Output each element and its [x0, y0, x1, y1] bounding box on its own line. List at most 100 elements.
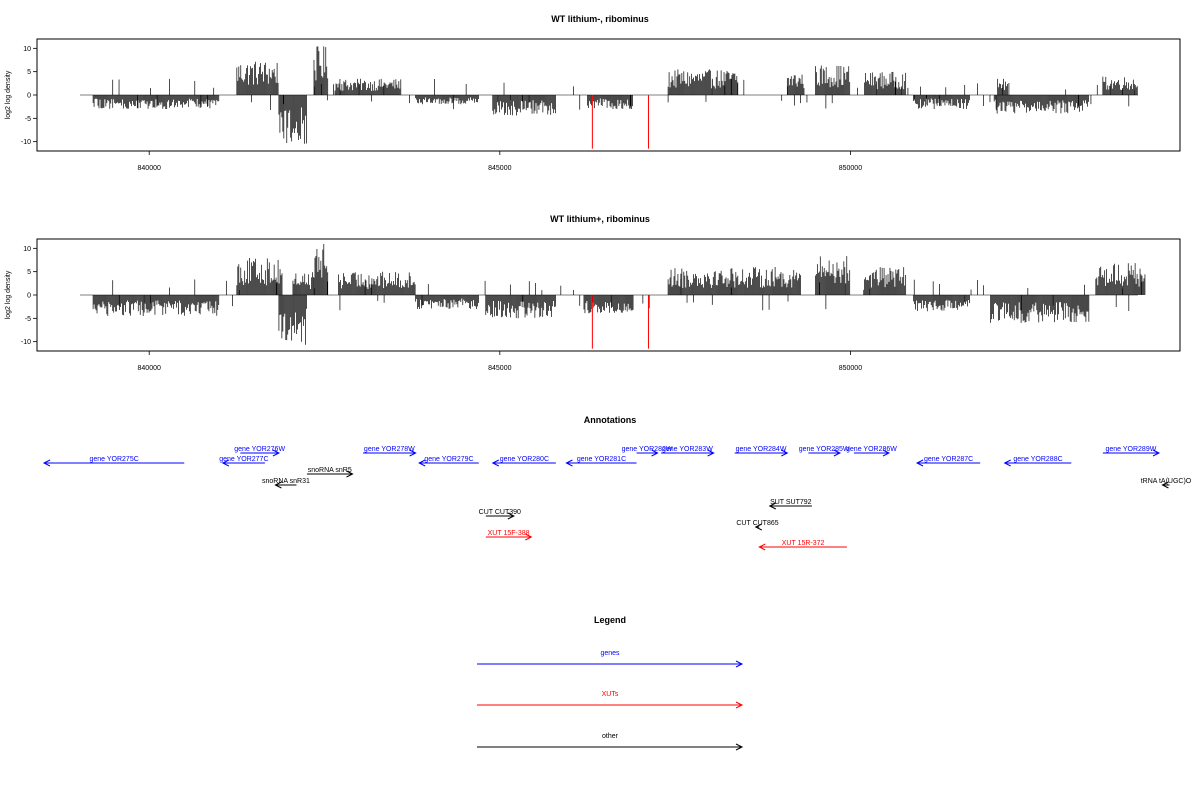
annotation-feature: gene YOR283W — [661, 446, 715, 457]
annotations-title: Annotations — [584, 415, 637, 425]
annotation-feature: gene YOR278W — [363, 446, 417, 457]
feature-arrow-arrowhead — [1152, 449, 1161, 457]
feature-arrow-arrowhead — [274, 481, 282, 489]
feature-label: gene YOR282W — [622, 446, 673, 453]
feature-arrow-arrowhead — [915, 459, 924, 467]
feature-label: gene YOR288C — [1013, 456, 1062, 463]
legend-title: Legend — [594, 615, 626, 625]
feature-arrow-arrowhead — [707, 449, 715, 457]
y-tick-label: -10 — [21, 139, 31, 146]
annotation-feature: CUT CUT390 — [479, 509, 521, 520]
feature-label: gene YOR286W — [846, 446, 897, 453]
feature-arrow-arrowhead — [525, 533, 533, 541]
feature-arrow-arrowhead — [768, 502, 777, 510]
x-tick-label: 845000 — [488, 165, 511, 172]
feature-label: gene YOR289W — [1105, 446, 1156, 453]
feature-arrow-arrowhead — [42, 459, 51, 467]
feature-label: gene YOR280C — [500, 456, 549, 463]
legend-item: other — [477, 733, 744, 751]
annotation-feature: gene YOR280C — [491, 456, 556, 467]
legend-label: genes — [600, 650, 620, 657]
y-tick-label: 0 — [27, 93, 31, 100]
feature-arrow-arrowhead — [565, 459, 573, 467]
y-tick-label: 5 — [27, 269, 31, 276]
annotation-feature: CUT CUT865 — [736, 520, 779, 531]
feature-label: XUT 15F-388 — [488, 530, 530, 537]
annotation-feature: gene YOR282W — [622, 446, 673, 457]
feature-arrow-arrowhead — [491, 459, 500, 467]
feature-arrow-arrowhead — [1161, 481, 1169, 489]
feature-arrow-arrowhead — [833, 449, 842, 457]
annotation-feature: gene YOR287C — [915, 456, 981, 467]
density-bars — [92, 46, 1138, 144]
feature-label: gene YOR283W — [662, 446, 713, 453]
legend-label: other — [602, 733, 619, 740]
feature-label: CUT CUT390 — [479, 509, 521, 516]
annotation-feature: gene YOR281C — [565, 456, 637, 467]
annotation-feature: XUT 15F-388 — [485, 530, 533, 541]
feature-label: XUT 15R-372 — [782, 540, 825, 547]
annotation-feature: gene YOR277C — [219, 456, 269, 467]
feature-label: gene YOR279C — [424, 456, 473, 463]
annotation-feature: gene YOR288C — [1003, 456, 1072, 467]
feature-arrow-arrowhead — [754, 523, 762, 531]
panel-lithium-minus: WT lithium-, ribominus 10 5 0 -5 -10 log2 log … — [5, 14, 1181, 172]
annotations-track: Annotations gene YOR275C gene YOR276W gene … — [42, 415, 1192, 551]
y-axis-label: log2 log density — [5, 270, 12, 319]
annotation-feature: gene YOR279C — [418, 456, 479, 467]
density-bars — [92, 243, 1146, 345]
feature-label: tRNA tA(UGC)O — [1141, 478, 1192, 485]
y-tick-label: 0 — [27, 293, 31, 300]
feature-label: gene YOR275C — [89, 456, 138, 463]
panel-lithium-plus: WT lithium+, ribominus 10 5 0 -5 -10 log2 log … — [5, 214, 1181, 372]
legend-label: XUTs — [602, 691, 619, 698]
x-tick-label: 845000 — [488, 365, 511, 372]
annotation-feature: gene YOR276W — [234, 446, 285, 457]
annotation-feature: SUT SUT792 — [768, 499, 812, 510]
chart-title: WT lithium-, ribominus — [551, 14, 649, 24]
feature-arrow-arrowhead — [346, 470, 354, 478]
legend-arrow-arrowhead — [735, 660, 744, 668]
feature-arrow-arrowhead — [758, 543, 766, 551]
feature-arrow-arrowhead — [1003, 459, 1011, 467]
feature-label: CUT CUT865 — [736, 520, 778, 527]
x-tick-label: 850000 — [839, 365, 862, 372]
feature-label: gene YOR276W — [234, 446, 285, 453]
y-tick-label: 10 — [23, 246, 31, 253]
legend-arrow-arrowhead — [735, 743, 744, 751]
annotation-feature: gene YOR284W — [734, 446, 789, 457]
feature-arrow-arrowhead — [882, 449, 891, 457]
y-tick-label: -10 — [21, 339, 31, 346]
feature-arrow-arrowhead — [272, 449, 281, 457]
feature-label: gene YOR277C — [219, 456, 268, 463]
annotation-feature: gene YOR285W — [799, 446, 850, 457]
feature-label: snoRNA snR5 — [308, 467, 352, 474]
feature-label: SUT SUT792 — [770, 499, 812, 506]
annotation-feature: gene YOR275C — [42, 456, 185, 467]
feature-label: gene YOR281C — [577, 456, 626, 463]
legend: Legend genes XUTs other — [477, 615, 744, 751]
x-tick-label: 840000 — [138, 365, 161, 372]
feature-label: gene YOR287C — [924, 456, 973, 463]
x-tick-label: 850000 — [839, 165, 862, 172]
annotation-feature: snoRNA snR5 — [306, 467, 354, 478]
y-tick-label: -5 — [25, 116, 31, 123]
feature-arrow-arrowhead — [781, 449, 789, 457]
y-axis-label: log2 log density — [5, 70, 12, 119]
y-tick-label: -5 — [25, 316, 31, 323]
annotation-feature: tRNA tA(UGC)O — [1141, 478, 1192, 489]
annotation-feature: snoRNA snR31 — [262, 478, 310, 489]
annotation-feature: gene YOR286W — [846, 446, 897, 457]
y-tick-label: 5 — [27, 69, 31, 76]
x-tick-label: 840000 — [138, 165, 161, 172]
feature-label: snoRNA snR31 — [262, 478, 310, 485]
feature-arrow-arrowhead — [418, 459, 426, 467]
y-tick-label: 10 — [23, 46, 31, 53]
feature-arrow-arrowhead — [507, 512, 515, 520]
legend-item: XUTs — [477, 691, 744, 709]
feature-label: gene YOR284W — [736, 446, 787, 453]
annotation-feature: gene YOR289W — [1102, 446, 1161, 457]
feature-label: gene YOR278W — [364, 446, 415, 453]
chart-title: WT lithium+, ribominus — [550, 214, 650, 224]
